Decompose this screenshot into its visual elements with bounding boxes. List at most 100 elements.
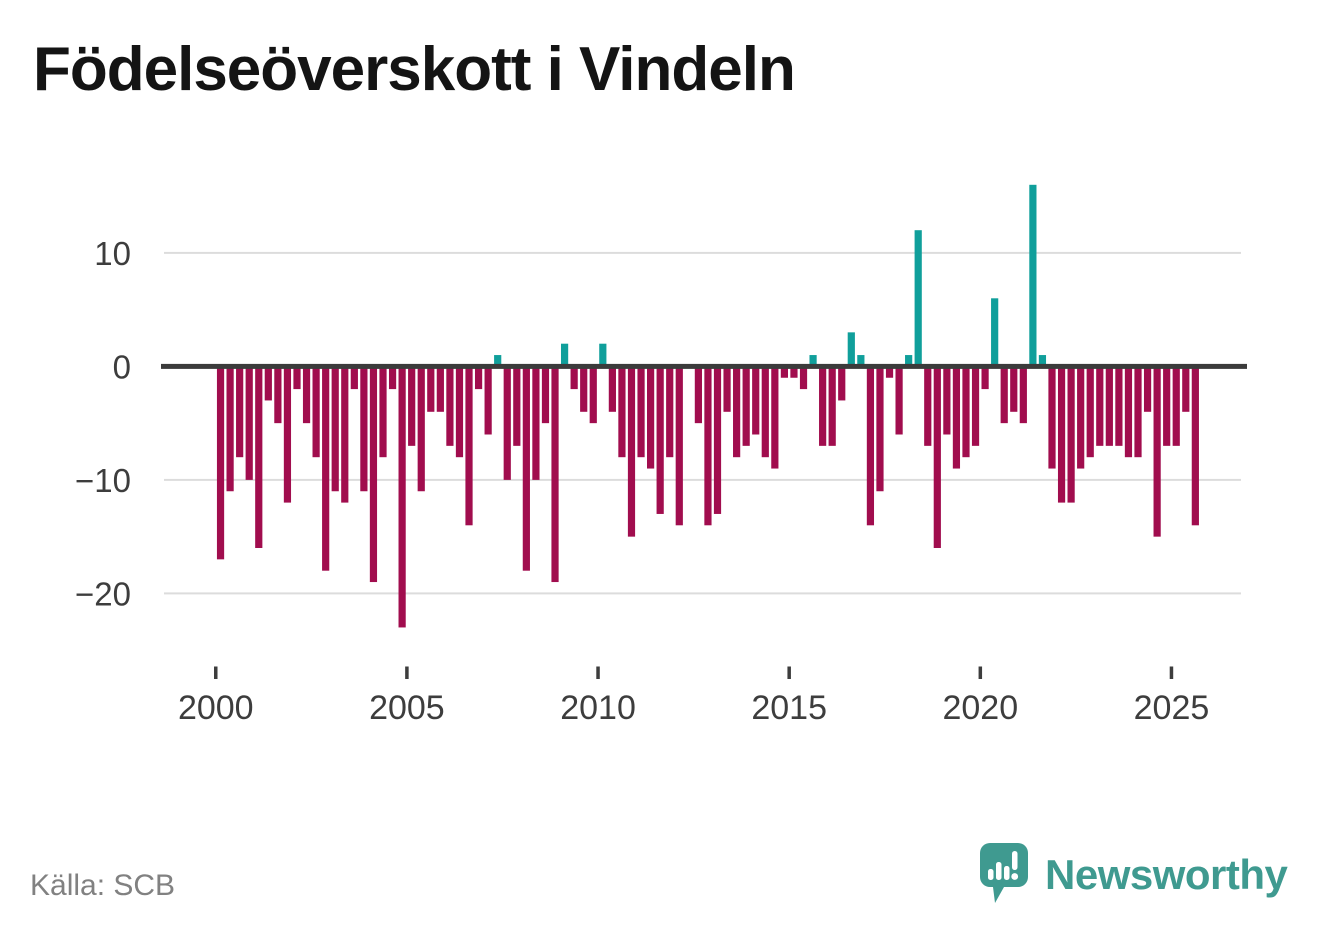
bar-2021q2 [1029,184,1037,367]
bar-2009q1 [560,343,569,367]
newsworthy-bubble-chart-icon [980,843,1028,903]
bar-2015q1 [790,366,798,378]
y-tick-label-0: 0 [113,348,131,385]
bar-2006q2 [455,366,464,458]
bar-2005q1 [408,366,416,446]
bar-2004q3 [388,366,397,390]
bar-2005q2 [417,366,425,492]
bar-2014q4 [780,366,788,378]
bar-2007q2 [494,355,502,367]
bar-2015q3 [809,355,817,367]
bar-2011q3 [656,366,664,514]
bar-2018q3 [924,366,932,446]
bar-2001q2 [264,366,272,401]
x-tick-label-2005: 2005 [369,689,445,727]
bar-2011q2 [647,366,655,469]
bar-2004q1 [369,366,378,583]
bar-2024q4 [1163,366,1171,446]
bar-2001q3 [274,366,282,424]
bar-2017q2 [876,366,884,492]
bar-2014q2 [761,366,769,458]
bar-2006q3 [465,366,473,526]
bar-2004q4 [398,366,406,628]
newsworthy-logo: Newsworthy [980,843,1288,907]
bar-2022q1 [1057,366,1066,503]
x-tick-label-2010: 2010 [560,689,636,727]
bar-2023q4 [1124,366,1133,458]
logo-bar-3 [1004,866,1010,880]
bar-2021q3 [1038,355,1047,367]
bar-2007q3 [503,366,511,480]
bar-2009q3 [580,366,588,412]
bar-2018q2 [914,230,922,367]
bar-2005q4 [436,366,444,412]
bar-2003q2 [341,366,349,503]
y-tick-label--10: −10 [75,462,131,499]
gridline [164,478,1241,481]
bar-2021q1 [1019,366,1027,424]
bar-2022q2 [1067,366,1075,503]
logo-bar-2 [996,862,1002,880]
bar-2008q4 [551,366,559,583]
bar-2013q1 [713,366,722,514]
bar-2004q2 [379,366,387,458]
x-tick-label-2000: 2000 [178,689,254,727]
bar-2018q4 [933,366,941,548]
bar-2012q1 [675,366,683,526]
bar-2017q4 [895,366,903,435]
bar-2016q1 [828,366,836,446]
x-tick-label-2020: 2020 [942,689,1018,727]
bar-2017q1 [866,366,875,526]
bar-2016q4 [857,355,865,367]
bar-2001q1 [255,366,263,548]
bar-2020q2 [991,298,999,367]
x-tick-label-2015: 2015 [751,689,827,727]
bar-2007q4 [513,366,521,446]
bar-2014q3 [771,366,779,469]
bar-2007q1 [484,366,492,435]
bar-2022q3 [1077,366,1085,469]
logo-wordmark: Newsworthy [1045,851,1288,898]
x-tick-2010 [596,666,600,679]
source-note: Källa: SCB [30,869,176,902]
bar-2021q4 [1048,366,1056,469]
bar-2020q1 [981,366,989,390]
bar-2000q2 [226,366,234,492]
page-title: Födelseöverskott i Vindeln [33,35,796,104]
bar-2008q2 [532,366,540,480]
bar-2013q3 [733,366,741,458]
bar-2002q4 [322,366,330,571]
bar-2010q3 [618,366,626,458]
bar-2016q2 [838,366,846,401]
bar-2010q4 [627,366,636,537]
x-tick-2015 [787,666,791,679]
bar-2011q1 [637,366,645,458]
bar-2002q3 [312,366,320,458]
zero-axis-line [161,363,1247,369]
bar-2011q4 [666,366,674,458]
bar-2016q3 [847,332,855,367]
bar-2024q3 [1153,366,1161,537]
bar-2023q2 [1105,366,1113,446]
bar-2023q3 [1115,366,1123,446]
bar-2024q1 [1134,366,1142,458]
bar-2003q1 [331,366,339,492]
bar-2024q2 [1143,366,1152,412]
y-tick-label--20: −20 [75,575,131,612]
logo-bar-1 [988,869,994,880]
bar-2019q3 [962,366,970,458]
bar-2019q1 [943,366,951,435]
bar-2010q1 [599,343,607,367]
bar-2009q4 [589,366,597,424]
bar-2000q4 [245,366,253,480]
logo-exclamation-stem [1012,851,1018,870]
bar-2019q2 [952,366,961,469]
logo-exclamation-dot [1011,873,1019,880]
bar-2017q3 [885,366,894,378]
bar-2020q3 [1000,366,1008,424]
x-tick-2000 [214,666,218,679]
bar-2010q2 [608,366,616,412]
gridline [164,592,1241,595]
bar-2005q3 [427,366,435,412]
